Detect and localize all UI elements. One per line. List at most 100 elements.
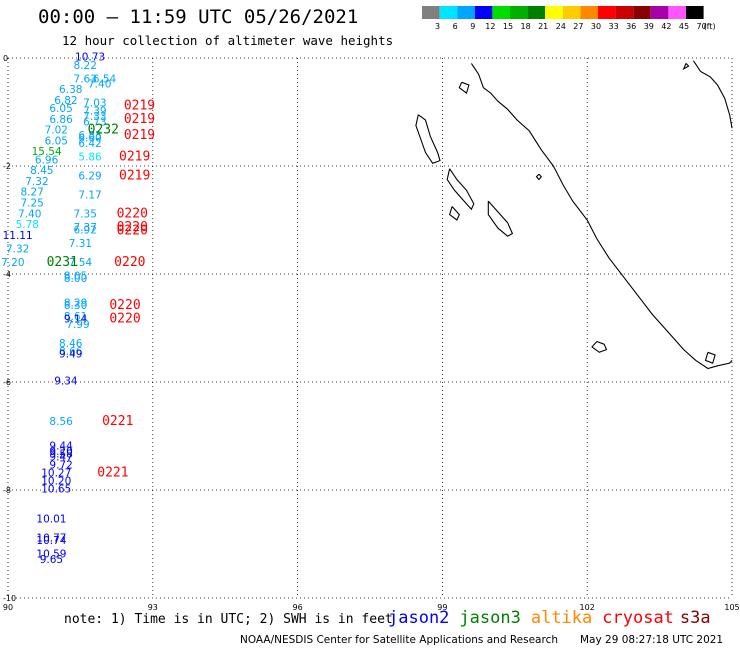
longitude-tick-label: 102 bbox=[580, 603, 595, 612]
wave-height-label: 7.39 bbox=[83, 106, 106, 118]
wave-height-label: 7.37 bbox=[74, 222, 97, 234]
wave-height-label: 8.22 bbox=[74, 60, 97, 72]
wave-height-label: 5.86 bbox=[78, 152, 102, 164]
wave-height-label: 7.32 bbox=[6, 243, 29, 255]
pass-time-label: 0219 bbox=[119, 150, 150, 165]
wave-height-label: 7.25 bbox=[20, 198, 43, 210]
wave-height-label: 7.35 bbox=[74, 208, 97, 220]
colorbar-tick-label: 3 bbox=[435, 22, 440, 31]
wave-height-label: 9.20 bbox=[49, 446, 72, 458]
wave-height-label: 7.99 bbox=[66, 319, 89, 331]
page-subtitle: 12 hour collection of altimeter wave hei… bbox=[62, 33, 394, 48]
wave-height-label: 6.86 bbox=[49, 114, 73, 126]
colorbar-tick-label: 27 bbox=[573, 22, 583, 31]
longitude-tick-label: 90 bbox=[3, 603, 13, 612]
pass-time-label: 0219 bbox=[124, 128, 155, 143]
footer-note: note: 1) Time is in UTC; 2) SWH is in fe… bbox=[64, 612, 393, 627]
wave-height-label: 10.59 bbox=[36, 549, 66, 561]
wave-height-label: 7.20 bbox=[1, 257, 24, 269]
wave-height-label: 10.74 bbox=[36, 535, 66, 547]
colorbar-tick-label: 9 bbox=[470, 22, 475, 31]
wave-height-label: 8.00 bbox=[64, 273, 87, 285]
colorbar-swatch bbox=[615, 6, 634, 19]
colorbar-tick-label: 33 bbox=[609, 22, 619, 31]
colorbar-tick-label: 42 bbox=[661, 22, 671, 31]
colorbar-tick-label: 18 bbox=[521, 22, 531, 31]
coastline-segment bbox=[458, 81, 470, 95]
wave-height-label: 7.03 bbox=[83, 98, 106, 110]
latitude-tick-label: 0 bbox=[3, 54, 8, 63]
longitude-tick-label: 99 bbox=[437, 603, 447, 612]
wave-height-label: 10.01 bbox=[36, 513, 66, 525]
wave-height-label: 7.63 bbox=[74, 73, 97, 85]
latitude-tick-label: -10 bbox=[3, 594, 16, 603]
pass-time-label: 0220 bbox=[109, 298, 140, 313]
wave-height-label: 8.30 bbox=[64, 300, 87, 312]
pass-time-label: 0220 bbox=[117, 206, 148, 221]
wave-height-label: 9.49 bbox=[59, 349, 82, 361]
wave-height-label: 6.60 bbox=[78, 133, 101, 145]
wave-height-label: 9.65 bbox=[40, 554, 63, 566]
colorbar-tick-label: 12 bbox=[485, 22, 495, 31]
wave-height-label: 9.47 bbox=[49, 451, 72, 463]
coastline-segment bbox=[591, 340, 608, 353]
wave-height-label: 11.11 bbox=[3, 230, 33, 242]
wave-height-label: 8.46 bbox=[59, 338, 83, 350]
colorbar-swatch bbox=[474, 6, 493, 19]
wave-height-label: 7.02 bbox=[45, 125, 68, 137]
colorbar-swatch bbox=[510, 6, 528, 19]
wave-height-label: 6.73 bbox=[83, 117, 106, 129]
pass-time-label: 0231 bbox=[47, 255, 78, 270]
wave-height-label: 10.27 bbox=[41, 468, 71, 480]
coastline-segment bbox=[448, 206, 460, 221]
wave-height-label: 5.78 bbox=[16, 219, 39, 231]
latitude-tick-label: -6 bbox=[3, 378, 11, 387]
wave-height-label: 8.27 bbox=[20, 187, 43, 199]
colorbar-swatch bbox=[545, 6, 563, 19]
wave-height-label: 6.82 bbox=[54, 95, 77, 107]
latitude-tick-label: -8 bbox=[3, 486, 11, 495]
colorbar-tick-label: 21 bbox=[538, 22, 548, 31]
wave-height-observations: 10.738.227.636.547.406.386.82 7.036.05 7.3… bbox=[1, 52, 116, 566]
page-title: 00:00 – 11:59 UTC 05/26/2021 bbox=[38, 6, 359, 28]
satellite-label-jason2: jason2 bbox=[388, 608, 450, 628]
colorbar-swatch bbox=[457, 6, 475, 19]
colorbar-legend: 3 6 9 12 15 18 21 24 27 30 33 36 39 42 45 70(ft) bbox=[422, 6, 716, 31]
longitude-tick-label: 96 bbox=[293, 603, 303, 612]
latitude-tick-label: -4 bbox=[3, 270, 11, 279]
coastline-segment bbox=[470, 63, 733, 370]
colorbar-swatch bbox=[668, 6, 686, 19]
pass-time-label: 0219 bbox=[124, 112, 155, 127]
coastline-segment bbox=[487, 200, 514, 237]
coastline bbox=[415, 60, 733, 370]
wave-height-label: 10.77 bbox=[36, 532, 66, 544]
colorbar-swatch bbox=[562, 6, 581, 19]
wave-height-label: 6.29 bbox=[78, 171, 101, 183]
generated-timestamp: May 29 08:27:18 UTC 2021 bbox=[580, 634, 724, 646]
wave-height-label: 6.42 bbox=[78, 138, 101, 150]
colorbar-unit-label: (ft) bbox=[704, 22, 716, 31]
colorbar-tick-label: 36 bbox=[626, 22, 636, 31]
wave-height-label: 7.54 bbox=[69, 257, 93, 269]
coastline-segment bbox=[692, 60, 733, 129]
coastline-segment bbox=[415, 114, 441, 164]
pass-time-label: 0232 bbox=[88, 123, 119, 138]
coastline-segment bbox=[535, 173, 543, 181]
wave-height-label: 6.96 bbox=[35, 154, 59, 166]
wave-height-label: 10.20 bbox=[41, 476, 71, 488]
satellite-label-jason3: jason3 bbox=[459, 608, 521, 628]
wave-height-label: 8.45 bbox=[30, 165, 53, 177]
wave-height-label: 6.38 bbox=[59, 84, 82, 96]
credit-text: NOAA/NESDIS Center for Satellite Applica… bbox=[240, 634, 558, 646]
colorbar-swatch bbox=[492, 6, 510, 19]
longitude-tick-label: 93 bbox=[148, 603, 158, 612]
colorbar-tick-label: 15 bbox=[503, 22, 513, 31]
satellite-label-cryosat: cryosat bbox=[602, 608, 674, 628]
colorbar-tick-label: 24 bbox=[556, 22, 566, 31]
pass-time-label: 0220 bbox=[114, 255, 145, 270]
wave-height-label: 9.58 bbox=[49, 449, 72, 461]
pass-time-label: 0219 bbox=[119, 169, 150, 184]
colorbar-tick-label: 39 bbox=[644, 22, 654, 31]
colorbar-swatch bbox=[598, 6, 616, 19]
pass-time-label: 0221 bbox=[102, 414, 133, 429]
